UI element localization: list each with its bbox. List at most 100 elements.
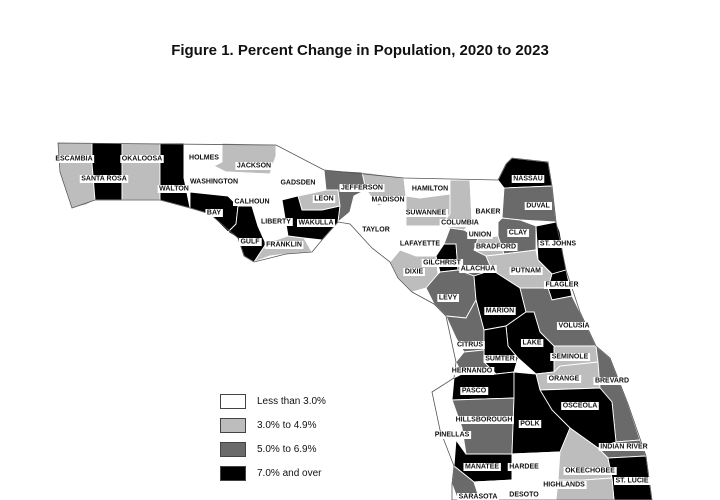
county-label-box: [518, 420, 542, 428]
county-label-alachua: ALACHUA: [461, 266, 496, 273]
county-label-box: [339, 184, 385, 192]
county-label-levy: LEVY: [439, 295, 458, 302]
county-label-box: [538, 240, 578, 248]
county-label-putnam: PUTNAM: [511, 268, 541, 275]
county-label-holmes: HOLMES: [189, 155, 219, 162]
county-label-box: [593, 377, 631, 385]
county-label-box: [312, 195, 336, 203]
county-label-osceola: OSCEOLA: [563, 403, 598, 410]
county-label-taylor: TAYLOR: [362, 227, 390, 234]
county-label-lake: LAKE: [522, 340, 541, 347]
county-label-box: [460, 387, 489, 395]
county-label-bay: BAY: [207, 210, 221, 217]
legend-label: 3.0% to 4.9%: [257, 420, 317, 431]
county-label-franklin: FRANKLIN: [266, 242, 302, 249]
county-label-manatee: MANATEE: [465, 464, 499, 471]
county-label-marion: MARION: [486, 308, 514, 315]
county-label-baker: BAKER: [476, 209, 501, 216]
page-title: Figure 1. Percent Change in Population, …: [171, 42, 549, 59]
county-label-gulf: GULF: [240, 239, 260, 246]
county-label-orange: ORANGE: [549, 376, 580, 383]
county-label-box: [398, 240, 442, 248]
county-label-box: [455, 341, 485, 349]
county-label-st-johns: ST. JOHNS: [540, 241, 577, 248]
county-label-box: [259, 218, 293, 226]
county-label-box: [543, 281, 581, 289]
county-label-pinellas: PINELLAS: [435, 432, 470, 439]
county-label-walton: WALTON: [159, 186, 189, 193]
county-label-box: [233, 198, 271, 206]
county-label-sarasota: SARASOTA: [459, 494, 498, 500]
county-label-st-lucie: ST. LUCIE: [615, 478, 648, 485]
county-label-highlands: HIGHLANDS: [543, 482, 585, 489]
legend-item-3-to-4-9: 3.0% to 4.9%: [220, 417, 326, 434]
county-label-box: [550, 353, 591, 361]
county-label-box: [474, 243, 518, 251]
county-label-box: [53, 155, 95, 163]
legend-swatch: [220, 466, 246, 481]
county-label-sumter: SUMTER: [485, 356, 515, 363]
county-okaloosa: [121, 142, 161, 201]
county-pasco: [451, 371, 515, 401]
county-label-box: [421, 259, 464, 267]
county-label-box: [474, 208, 502, 216]
county-label-box: [541, 481, 587, 489]
legend-item-less-than-3: Less than 3.0%: [220, 393, 326, 410]
county-label-box: [120, 155, 164, 163]
county-label-jackson: JACKSON: [237, 163, 271, 170]
county-label-hernando: HERNANDO: [452, 368, 493, 375]
county-label-hillsborough: HILLSBOROUGH: [456, 417, 513, 424]
county-label-box: [484, 307, 516, 315]
county-label-hamilton: HAMILTON: [412, 186, 448, 193]
county-label-box: [369, 196, 407, 204]
county-label-santa-rosa: SANTA ROSA: [81, 176, 127, 183]
legend-item-7-and-over: 7.0% and over: [220, 465, 326, 482]
county-label-box: [457, 493, 499, 500]
legend-swatch: [220, 394, 246, 409]
county-label-suwannee: SUWANNEE: [406, 210, 447, 217]
legend-swatch: [220, 418, 246, 433]
county-label-box: [547, 375, 582, 383]
county-label-box: [509, 267, 543, 275]
county-label-box: [561, 402, 599, 410]
county-label-gadsden: GADSDEN: [280, 180, 315, 187]
county-label-box: [563, 467, 617, 475]
county-label-box: [410, 185, 450, 193]
county-label-clay: CLAY: [509, 230, 528, 237]
county-label-bradford: BRADFORD: [476, 244, 516, 251]
county-label-lafayette: LAFAYETTE: [400, 241, 441, 248]
county-label-seminole: SEMINOLE: [552, 354, 589, 361]
county-label-box: [278, 179, 318, 187]
county-label-pasco: PASCO: [462, 388, 487, 395]
county-label-box: [507, 491, 541, 499]
county-label-box: [264, 241, 304, 249]
county-label-box: [598, 443, 650, 451]
county-label-box: [450, 367, 495, 375]
county-label-box: [520, 339, 544, 347]
county-label-flagler: FLAGLER: [545, 282, 578, 289]
county-label-box: [238, 238, 262, 246]
county-label-liberty: LIBERTY: [261, 219, 291, 226]
legend-label: 5.0% to 6.9%: [257, 444, 317, 455]
county-label-box: [360, 226, 392, 234]
county-label-calhoun: CALHOUN: [235, 199, 270, 206]
county-label-jefferson: JEFFERSON: [341, 185, 383, 192]
county-label-nassau: NASSAU: [513, 176, 543, 183]
county-label-columbia: COLUMBIA: [441, 220, 479, 227]
county-label-box: [483, 355, 517, 363]
county-label-box: [507, 463, 541, 471]
county-label-citrus: CITRUS: [457, 342, 483, 349]
county-label-box: [187, 154, 221, 162]
legend-swatch: [220, 442, 246, 457]
county-label-box: [188, 178, 240, 186]
county-label-box: [524, 202, 553, 210]
county-label-indian-river: INDIAN RIVER: [600, 444, 647, 451]
county-santa-rosa: [91, 142, 123, 201]
legend-item-5-to-6-9: 5.0% to 6.9%: [220, 441, 326, 458]
county-labels: ESCAMBIA SANTA ROSA OKALOOSA WALTON HOLMES WA…: [53, 154, 651, 500]
county-label-box: [433, 431, 472, 439]
county-label-box: [463, 463, 501, 471]
county-label-brevard: BREVARD: [595, 378, 629, 385]
county-label-box: [235, 162, 273, 170]
